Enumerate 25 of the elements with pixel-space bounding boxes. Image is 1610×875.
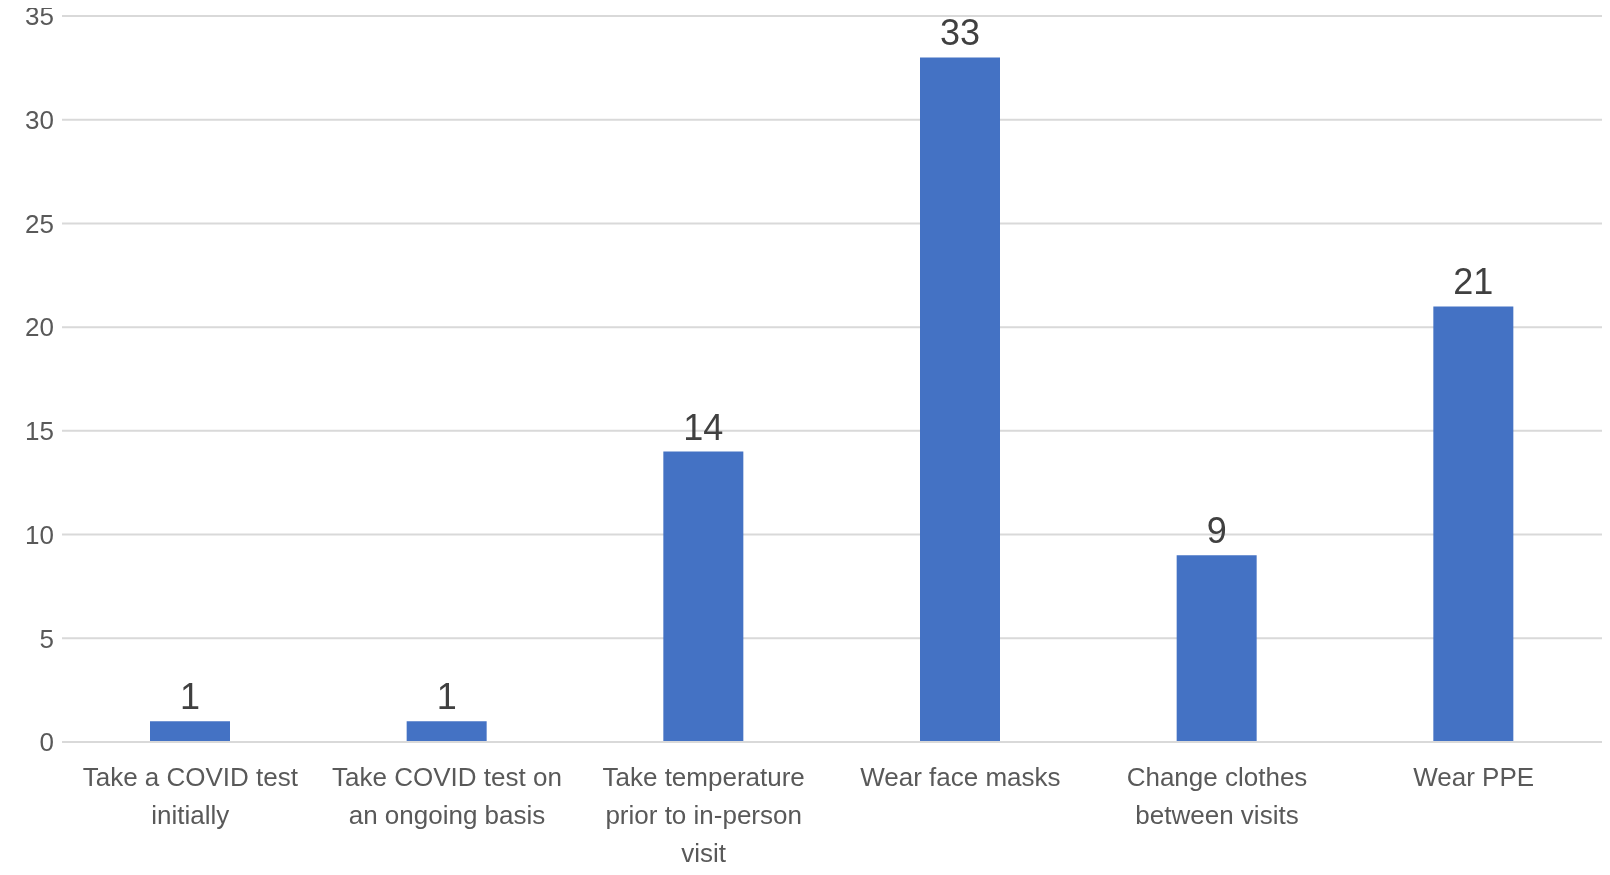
data-label: 1 (436, 676, 457, 718)
y-tick-label: 25 (25, 208, 54, 239)
x-tick-label: Take temperature prior to in-person visit (602, 762, 805, 868)
x-tick-label: Wear PPE (1413, 762, 1535, 792)
y-tick-label: 5 (39, 623, 54, 654)
bar (150, 721, 230, 742)
bar (1176, 555, 1257, 742)
y-tick-label: 20 (25, 312, 54, 343)
data-label: 21 (1453, 261, 1494, 303)
data-label: 14 (683, 406, 724, 448)
y-tick-label: 15 (25, 416, 54, 447)
data-label: 9 (1206, 510, 1227, 552)
x-tick-label: Change clothes between visits (1126, 762, 1308, 830)
y-tick-label: 10 (25, 519, 54, 550)
x-tick-label: Wear face masks (860, 762, 1061, 792)
y-tick-label: 0 (39, 727, 54, 758)
bar (406, 721, 487, 742)
y-tick-label: 30 (25, 104, 54, 135)
data-label: 33 (939, 12, 981, 54)
bar (1433, 306, 1514, 742)
x-tick-label: Take a COVID test initially (82, 762, 299, 830)
bar (920, 57, 1000, 742)
x-tick-label: Take COVID test on an ongoing basis (332, 762, 562, 830)
bar (663, 451, 744, 742)
data-label: 1 (179, 676, 201, 718)
